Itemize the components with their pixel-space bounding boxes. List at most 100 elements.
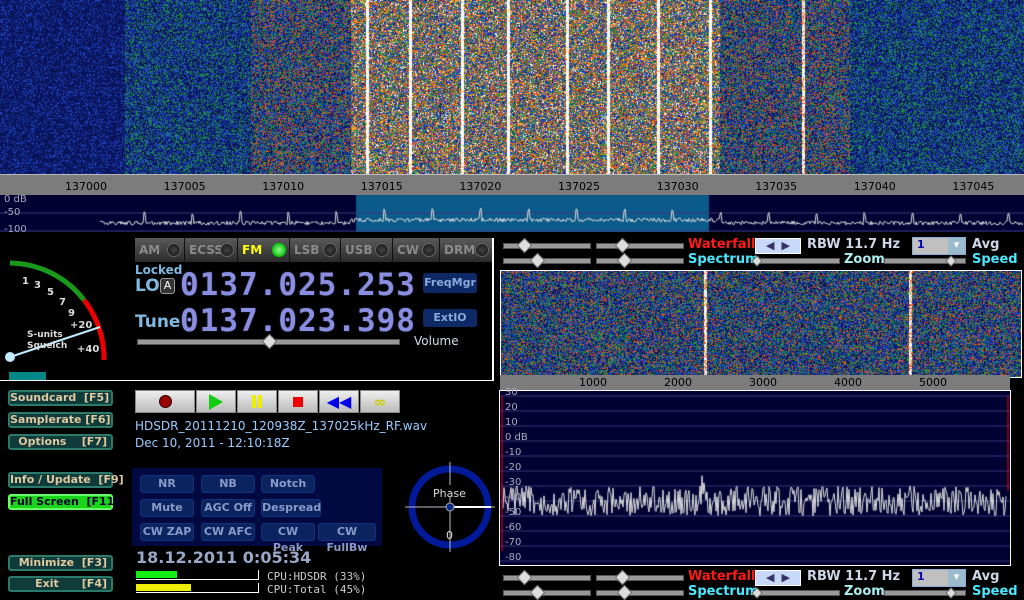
freqmgr-button[interactable]: FreqMgr (423, 273, 477, 293)
chevron-down-icon[interactable]: ▾ (948, 570, 965, 586)
dsp-cw-zap-button[interactable]: CW ZAP (140, 523, 194, 541)
tune-frequency-display[interactable]: 0137.023.398 (180, 303, 416, 339)
lo-lock-toggle[interactable]: A (160, 278, 175, 294)
dsp-cw-afc-button[interactable]: CW AFC (201, 523, 255, 541)
slider-thumb[interactable] (945, 255, 957, 267)
pause-button[interactable] (237, 390, 277, 413)
audio-db-label: -70 (505, 537, 522, 548)
audio-frequency-axis[interactable]: 1000 2000 3000 4000 5000 (500, 375, 1010, 390)
mode-usb-button[interactable]: USB (341, 238, 393, 262)
audio-freq-tick: 2000 (664, 376, 692, 389)
s-scale-5: 5 (47, 287, 54, 298)
waterfall-contrast-slider[interactable] (596, 237, 684, 254)
avg-value: 1 (917, 238, 925, 251)
audio-waterfall[interactable] (500, 270, 1022, 378)
s-scale-1: 1 (22, 276, 29, 287)
waterfall-contrast-slider[interactable] (596, 569, 684, 586)
play-button[interactable] (196, 390, 236, 413)
stop-button[interactable] (278, 390, 318, 413)
slider-thumb[interactable] (516, 569, 533, 586)
main-spectrum[interactable] (0, 195, 1024, 232)
spectrum-contrast-slider[interactable] (596, 584, 684, 600)
dsp-nb-button[interactable]: NB (201, 475, 255, 493)
slider-thumb[interactable] (529, 252, 546, 269)
slider-thumb[interactable] (616, 584, 633, 600)
dsp-agc-off-button[interactable]: AGC Off (201, 499, 255, 517)
mode-drm-button[interactable]: DRM (440, 238, 493, 262)
zoom-slider[interactable] (751, 587, 840, 599)
speed-slider[interactable] (884, 587, 966, 599)
avg-select[interactable]: 1 ▾ (912, 569, 966, 587)
slider-thumb[interactable] (616, 252, 633, 269)
audio-db-label: 10 (505, 417, 518, 428)
slider-thumb[interactable] (516, 237, 533, 254)
slider-thumb[interactable] (614, 569, 631, 586)
led-indicator-icon (272, 243, 286, 257)
mode-label: USB (345, 243, 373, 257)
lo-label: LO (135, 276, 160, 296)
avg-value: 1 (917, 570, 925, 583)
side-button-2[interactable]: Options [F7] (8, 434, 113, 450)
dsp-mute-button[interactable]: Mute (140, 499, 194, 517)
chevron-down-icon[interactable]: ▾ (948, 238, 965, 254)
main-frequency-axis[interactable]: 137000 137005 137010 137015 137020 137025 1370… (0, 174, 1024, 195)
s-meter[interactable]: 1 3 5 7 9 +20 +40 S-units Squelch (0, 255, 120, 365)
lo-frequency-display[interactable]: 0137.025.253 (180, 267, 416, 303)
db-label-0: 0 dB (4, 194, 27, 205)
dsp-notch-button[interactable]: Notch (261, 475, 315, 493)
mode-label: DRM (444, 243, 476, 257)
mode-ecss-button[interactable]: ECSS (185, 238, 238, 262)
loop-button[interactable]: ∞ (360, 390, 400, 413)
dsp-nr-button[interactable]: NR (140, 475, 194, 493)
side-button-6[interactable]: Exit [F4] (8, 576, 113, 592)
record-button[interactable] (135, 390, 195, 413)
mode-label: FM (242, 243, 263, 257)
stop-icon (293, 396, 303, 407)
waterfall-label: Waterfall (688, 569, 756, 584)
volume-slider[interactable] (137, 333, 400, 350)
rewind-button[interactable]: ◀◀ (319, 390, 359, 413)
freq-tick-label: 137000 (65, 180, 107, 193)
waterfall-gain-slider[interactable] (503, 237, 591, 254)
dsp-cw-peak-button[interactable]: CW Peak (261, 523, 315, 554)
dsp-despread-button[interactable]: Despread (261, 499, 321, 517)
spectrum-contrast-slider[interactable] (596, 252, 684, 269)
avg-select[interactable]: 1 ▾ (912, 237, 966, 255)
waterfall-gain-slider[interactable] (503, 569, 591, 586)
side-button-0[interactable]: Soundcard [F5] (8, 390, 113, 406)
rewind-icon: ◀◀ (326, 392, 352, 411)
mode-label: ECSS (189, 243, 223, 257)
audio-freq-tick: 5000 (919, 376, 947, 389)
dsp-cw-fullbw-button[interactable]: CW FullBw (318, 523, 376, 554)
slider-thumb[interactable] (529, 584, 546, 600)
s-scale-9: 9 (68, 308, 75, 319)
side-button-5[interactable]: Minimize [F3] (8, 555, 113, 571)
recording-timestamp: Dec 10, 2011 - 12:10:18Z (135, 436, 290, 450)
audio-freq-tick: 1000 (579, 376, 607, 389)
mode-am-button[interactable]: AM (135, 238, 185, 262)
rbw-step-buttons[interactable]: ◀ ▶ (755, 570, 801, 586)
main-waterfall[interactable] (0, 0, 1024, 174)
mode-fm-button[interactable]: FM (238, 238, 290, 262)
mode-lsb-button[interactable]: LSB (290, 238, 341, 262)
extio-button[interactable]: ExtIO (423, 309, 477, 327)
recording-filename: HDSDR_20111210_120938Z_137025kHz_RF.wav (135, 419, 428, 433)
audio-db-label: -10 (505, 447, 522, 458)
audio-db-label: 30 (505, 387, 518, 398)
audio-db-label: -20 (505, 462, 522, 473)
mode-cw-button[interactable]: CW (393, 238, 440, 262)
squelch-level-bar[interactable] (9, 372, 46, 380)
speed-slider[interactable] (884, 255, 966, 267)
slider-thumb[interactable] (614, 237, 631, 254)
spectrum-gain-slider[interactable] (503, 252, 591, 269)
zoom-slider[interactable] (751, 255, 840, 267)
side-button-1[interactable]: Samplerate [F6] (8, 412, 113, 428)
rbw-step-buttons[interactable]: ◀ ▶ (755, 238, 801, 254)
audio-spectrum[interactable] (499, 390, 1011, 566)
side-button-4[interactable]: Full Screen [F11] (8, 494, 120, 510)
divider (492, 238, 494, 381)
freq-tick-label: 137020 (459, 180, 502, 193)
spectrum-gain-slider[interactable] (503, 584, 591, 600)
slider-thumb[interactable] (945, 587, 957, 599)
side-button-3[interactable]: Info / Update [F9] (8, 472, 124, 488)
